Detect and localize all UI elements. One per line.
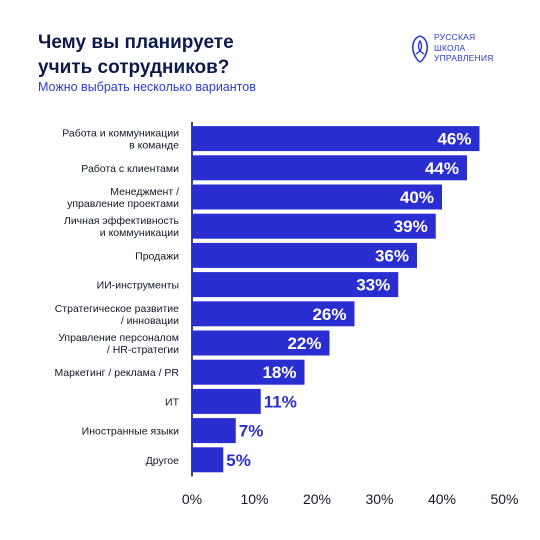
category-label-0-line-0: Работа и коммуникации: [62, 128, 179, 140]
category-label-7-line-0: Управление персоналом: [58, 332, 179, 344]
bar-0: [192, 126, 480, 152]
value-label-5: 33%: [356, 276, 390, 295]
x-tick-label-5: 50%: [490, 491, 518, 507]
x-tick-label-1: 10%: [240, 491, 268, 507]
category-label-11: Другое: [146, 455, 180, 467]
category-label-3-line-1: и коммуникации: [100, 227, 179, 239]
bar-3: [192, 213, 436, 239]
value-label-9: 11%: [264, 392, 297, 411]
value-label-10: 7%: [239, 422, 264, 441]
category-label-10-line-0: Иностранные языки: [82, 426, 179, 438]
logo-text: РУССКАЯ ШКОЛА УПРАВЛЕНИЯ: [434, 32, 494, 64]
bar-5: [192, 272, 399, 298]
value-label-6: 26%: [312, 305, 346, 324]
bar-9: [192, 388, 261, 414]
bar-4: [192, 242, 417, 268]
bar-10: [192, 418, 236, 444]
bar-7: [192, 330, 330, 356]
logo-line-2: ШКОЛА: [434, 42, 466, 53]
category-label-5-line-0: ИИ-инструменты: [97, 280, 179, 292]
category-label-3-line-0: Личная эффективность: [64, 215, 180, 227]
category-label-0: Работа и коммуникации в команде: [62, 128, 179, 152]
bar-11: [192, 447, 224, 473]
logo-line-1: РУССКАЯ: [434, 32, 476, 42]
x-tick-label-2: 20%: [303, 491, 331, 507]
value-label-3: 39%: [394, 217, 428, 236]
category-label-6-line-1: / инновации: [121, 315, 179, 327]
category-label-2: Менеджмент / управление проектами: [67, 186, 179, 210]
value-label-0: 46%: [437, 130, 471, 149]
category-label-6-line-0: Стратегическое развитие: [55, 303, 179, 315]
category-label-8: Маркетинг / реклама / PR: [54, 367, 179, 379]
category-label-11-line-0: Другое: [146, 455, 180, 467]
chart-title: Чему вы планируете учить сотрудников?: [38, 30, 338, 80]
bar-1: [192, 155, 467, 181]
category-label-5: ИИ-инструменты: [97, 280, 179, 292]
brand-logo: РУССКАЯ ШКОЛА УПРАВЛЕНИЯ: [410, 32, 520, 72]
category-label-3: Личная эффективность и коммуникации: [64, 215, 180, 239]
chart-title-line-1: Чему вы планируете: [38, 32, 234, 53]
x-tick-label-0: 0%: [182, 491, 202, 507]
category-label-7-line-1: / HR-стратегии: [107, 344, 179, 356]
category-label-6: Стратегическое развитие / инновации: [55, 303, 179, 327]
value-label-7: 22%: [287, 334, 321, 353]
category-label-0-line-1: в команде: [129, 140, 179, 152]
category-label-4-line-0: Продажи: [135, 250, 179, 262]
bar-2: [192, 184, 442, 210]
value-label-2: 40%: [400, 188, 434, 207]
logo-line-3: УПРАВЛЕНИЯ: [434, 53, 494, 63]
value-label-4: 36%: [375, 246, 409, 265]
chart-title-line-2: учить сотрудников?: [38, 57, 230, 78]
x-tick-label-3: 30%: [365, 491, 393, 507]
category-label-2-line-1: управление проектами: [67, 198, 179, 210]
value-label-1: 44%: [425, 159, 459, 178]
category-label-2-line-0: Менеджмент /: [110, 186, 179, 198]
category-label-1-line-0: Работа с клиентами: [81, 163, 179, 175]
category-label-9-line-0: ИТ: [165, 396, 180, 408]
logo-emblem-icon: [411, 35, 429, 63]
category-label-9: ИТ: [165, 396, 180, 408]
category-label-4: Продажи: [135, 250, 179, 262]
value-label-8: 18%: [262, 363, 296, 382]
bar-8: [192, 359, 305, 385]
category-label-7: Управление персоналом / HR-стратегии: [58, 332, 179, 356]
category-label-10: Иностранные языки: [82, 426, 179, 438]
chart-subtitle: Можно выбрать несколько вариантов: [38, 80, 256, 94]
category-label-8-line-0: Маркетинг / реклама / PR: [54, 367, 179, 379]
category-label-1: Работа с клиентами: [81, 163, 179, 175]
x-tick-label-4: 40%: [428, 491, 456, 507]
value-label-11: 5%: [226, 451, 251, 470]
bar-6: [192, 301, 355, 327]
